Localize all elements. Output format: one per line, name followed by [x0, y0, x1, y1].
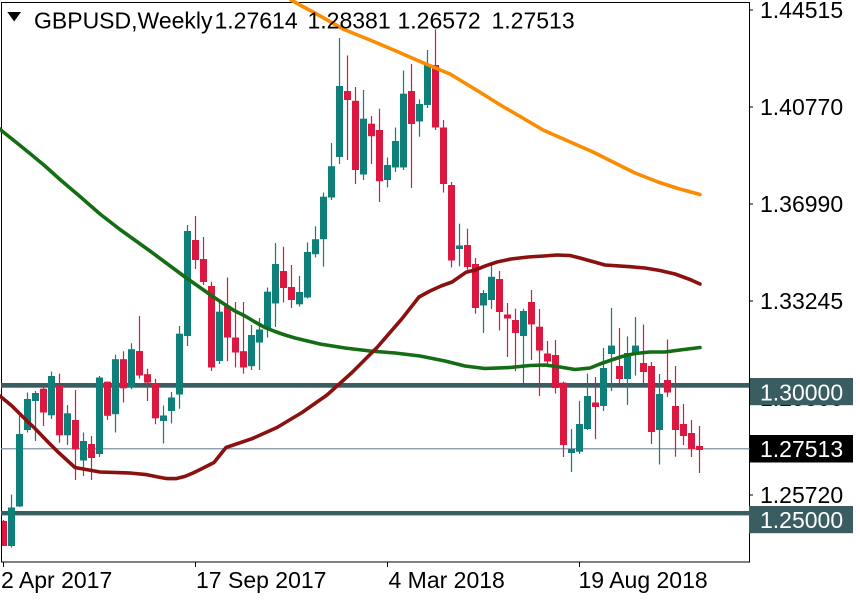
svg-text:17 Sep 2017: 17 Sep 2017 [196, 567, 326, 593]
svg-text:4 Mar 2018: 4 Mar 2018 [389, 567, 505, 593]
svg-text:1.40770: 1.40770 [760, 94, 843, 120]
svg-text:GBPUSD,Weekly: GBPUSD,Weekly [34, 7, 213, 33]
svg-text:19 Aug 2018: 19 Aug 2018 [579, 567, 708, 593]
svg-text:1.27513: 1.27513 [760, 436, 843, 462]
svg-text:1.33245: 1.33245 [760, 288, 843, 314]
svg-text:1.44515: 1.44515 [760, 0, 843, 23]
svg-text:1.25000: 1.25000 [760, 507, 843, 533]
svg-text:1.27614: 1.27614 [215, 7, 298, 33]
svg-text:1.26572: 1.26572 [398, 7, 481, 33]
svg-text:1.25720: 1.25720 [760, 482, 843, 508]
svg-text:1.36990: 1.36990 [760, 191, 843, 217]
svg-text:1.27513: 1.27513 [492, 7, 575, 33]
svg-text:1.30000: 1.30000 [760, 379, 843, 405]
svg-text:2 Apr 2017: 2 Apr 2017 [1, 567, 112, 593]
svg-text:1.28381: 1.28381 [308, 7, 391, 33]
